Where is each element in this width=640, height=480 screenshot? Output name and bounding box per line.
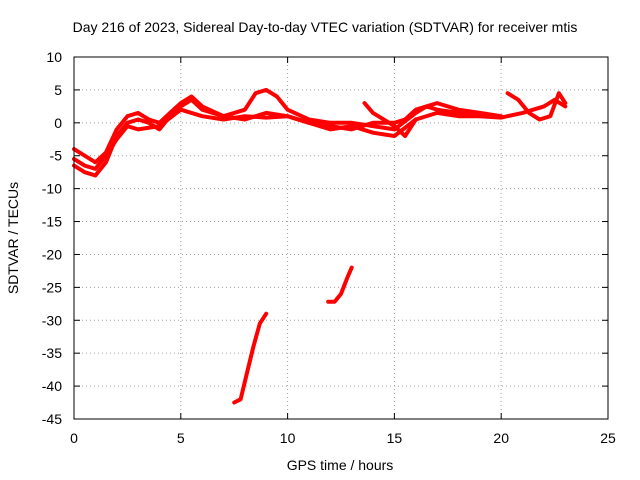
y-tick-label: -40 — [42, 378, 62, 394]
x-tick-label: 15 — [387, 430, 403, 446]
y-tick-label: -25 — [42, 279, 62, 295]
y-tick-label: 5 — [54, 82, 62, 98]
y-tick-label: -30 — [42, 312, 62, 328]
y-tick-label: -5 — [50, 148, 63, 164]
series-line-outlier-2 — [328, 268, 352, 302]
x-tick-labels: 0 5 10 15 20 25 — [70, 430, 616, 446]
y-tick-label: 10 — [46, 49, 62, 65]
y-tick-label: -45 — [42, 411, 62, 427]
chart-title: Day 216 of 2023, Sidereal Day-to-day VTE… — [73, 19, 578, 35]
y-axis-label: SDTVAR / TECUs — [5, 182, 21, 294]
series-lines — [74, 90, 565, 403]
y-tick-label: -20 — [42, 246, 62, 262]
x-tick-label: 25 — [600, 430, 616, 446]
y-tick-labels: 10 5 0 -5 -10 -15 -20 -25 -30 -35 -40 -45 — [42, 49, 62, 427]
series-line-outlier-1 — [234, 314, 266, 403]
x-tick-label: 10 — [280, 430, 296, 446]
y-tick-label: 0 — [54, 115, 62, 131]
x-tick-label: 20 — [493, 430, 509, 446]
x-tick-label: 0 — [70, 430, 78, 446]
y-tick-label: -35 — [42, 345, 62, 361]
chart: Day 216 of 2023, Sidereal Day-to-day VTE… — [0, 0, 640, 480]
x-axis-label: GPS time / hours — [287, 457, 394, 473]
y-tick-label: -10 — [42, 181, 62, 197]
x-tick-label: 5 — [177, 430, 185, 446]
y-tick-label: -15 — [42, 214, 62, 230]
series-line-main-track-a — [74, 90, 565, 176]
